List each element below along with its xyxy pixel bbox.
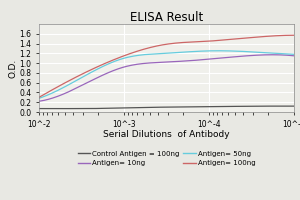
Title: ELISA Result: ELISA Result (130, 11, 203, 24)
Control Antigen = 100ng (292, 105, 296, 107)
Y-axis label: O.D.: O.D. (9, 58, 18, 78)
Control Antigen = 100ng (76, 107, 80, 110)
Antigen= 50ng (135, 54, 139, 57)
Control Antigen = 100ng (140, 106, 143, 109)
Antigen= 100ng (77, 74, 81, 77)
Antigen= 100ng (136, 50, 140, 52)
Control Antigen = 100ng (280, 105, 284, 107)
Control Antigen = 100ng (140, 106, 144, 109)
Antigen= 50ng (216, 50, 220, 52)
Antigen= 50ng (37, 97, 41, 100)
Antigen= 10ng (140, 63, 143, 65)
Antigen= 10ng (76, 86, 80, 88)
Legend: Control Antigen = 100ng, Antigen= 10ng, Antigen= 50ng, Antigen= 100ng: Control Antigen = 100ng, Antigen= 10ng, … (78, 151, 255, 166)
Antigen= 100ng (61, 83, 65, 85)
Antigen= 10ng (60, 93, 64, 96)
Antigen= 100ng (140, 48, 144, 51)
Antigen= 10ng (140, 62, 144, 65)
Line: Antigen= 100ng: Antigen= 100ng (39, 35, 294, 97)
Antigen= 100ng (37, 96, 41, 99)
Antigen= 10ng (271, 54, 275, 56)
Antigen= 50ng (291, 53, 295, 55)
Antigen= 10ng (37, 100, 41, 102)
Antigen= 50ng (140, 54, 143, 56)
Control Antigen = 100ng (59, 107, 63, 110)
Control Antigen = 100ng (291, 105, 295, 107)
Antigen= 10ng (291, 54, 295, 57)
Control Antigen = 100ng (37, 107, 41, 110)
X-axis label: Serial Dilutions  of Antibody: Serial Dilutions of Antibody (103, 130, 230, 139)
Antigen= 10ng (292, 55, 296, 57)
Line: Antigen= 10ng: Antigen= 10ng (39, 55, 294, 101)
Control Antigen = 100ng (61, 107, 65, 110)
Antigen= 50ng (292, 53, 296, 56)
Antigen= 100ng (141, 48, 145, 51)
Antigen= 100ng (292, 34, 296, 36)
Control Antigen = 100ng (135, 107, 139, 109)
Antigen= 50ng (140, 54, 144, 56)
Antigen= 10ng (135, 63, 139, 65)
Antigen= 100ng (291, 34, 295, 36)
Line: Control Antigen = 100ng: Control Antigen = 100ng (39, 106, 294, 109)
Antigen= 50ng (76, 78, 80, 81)
Line: Antigen= 50ng: Antigen= 50ng (39, 51, 294, 98)
Antigen= 50ng (60, 87, 64, 89)
